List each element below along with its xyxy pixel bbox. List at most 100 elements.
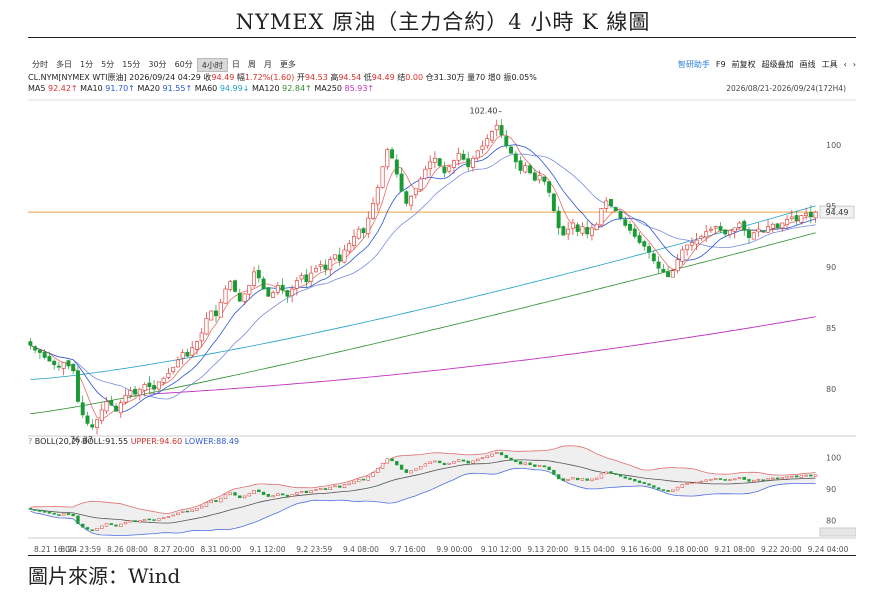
candle: [299, 272, 304, 283]
candle-body: [114, 405, 119, 412]
candle: [161, 376, 166, 386]
candle: [785, 215, 790, 230]
candle-body: [356, 228, 361, 239]
candle: [694, 233, 699, 250]
boll-candle: [147, 518, 152, 521]
candle-body: [318, 264, 323, 267]
candle-body: [466, 158, 471, 168]
candle-body: [294, 280, 299, 289]
candle-body: [513, 153, 518, 163]
candle-body: [332, 254, 337, 260]
ma-value-3: 94.99↓: [219, 84, 250, 93]
nav-left-icon[interactable]: ‹: [843, 60, 847, 69]
help-icon[interactable]: ?: [28, 437, 33, 446]
boll-candle: [604, 471, 608, 475]
candle-body: [99, 409, 104, 422]
boll-candle: [418, 466, 423, 470]
candle-body: [580, 226, 585, 234]
candle: [80, 395, 85, 419]
candle: [247, 285, 252, 300]
period-tab-10[interactable]: 月: [263, 60, 272, 69]
candle-body: [71, 364, 76, 372]
candle: [114, 402, 119, 412]
period-tab-1[interactable]: 多日: [56, 60, 72, 69]
x-tick-13: 9.16 16:00: [621, 545, 662, 554]
candle-body: [280, 284, 285, 291]
candle: [332, 254, 337, 262]
boll-candle: [647, 483, 651, 486]
boll-candle: [76, 515, 80, 524]
candle-body: [770, 223, 775, 229]
boll-candle: [780, 477, 784, 480]
boll-candle: [785, 476, 789, 479]
candle: [252, 266, 257, 288]
boll-candle: [157, 518, 161, 521]
tool-button-1[interactable]: F9: [715, 60, 726, 69]
candle-body: [323, 264, 328, 270]
period-tab-5[interactable]: 30分: [148, 60, 167, 69]
date-range: 2026/08/21-2026/09/24(172H4): [726, 84, 846, 93]
candle-body: [190, 347, 195, 356]
candle: [328, 256, 333, 276]
boll-candle: [675, 486, 680, 491]
period-tab-6[interactable]: 60分: [174, 60, 193, 69]
boll-candle: [119, 523, 123, 527]
period-tab-7[interactable]: 4小时: [196, 58, 228, 72]
candle-body: [585, 227, 590, 235]
boll-candle: [309, 490, 313, 493]
candle-body: [175, 359, 180, 368]
bottom-rule: [28, 555, 856, 556]
boll-candle: [152, 519, 156, 521]
boll-candle: [561, 478, 566, 482]
candle: [518, 156, 523, 175]
period-tab-0[interactable]: 分时: [32, 60, 48, 69]
settle-value: 0.00: [405, 73, 424, 82]
period-tab-11[interactable]: 更多: [279, 60, 296, 69]
boll-candle: [252, 490, 256, 495]
candle-body: [142, 384, 147, 391]
boll-candle: [333, 485, 337, 488]
boll-candle: [637, 480, 642, 483]
amp-value: 0.05%: [511, 73, 537, 82]
boll-candle: [642, 482, 646, 484]
tool-button-0[interactable]: 智研助手: [677, 60, 710, 69]
period-tab-2[interactable]: 1分: [80, 60, 94, 69]
boll-candle: [190, 509, 194, 512]
candle: [599, 207, 604, 227]
candle-body: [418, 178, 423, 190]
nav-right-icon[interactable]: ›: [852, 60, 856, 69]
tool-button-5[interactable]: 工具: [821, 60, 838, 69]
boll-candle: [81, 523, 85, 528]
candle: [371, 197, 375, 220]
tool-button-2[interactable]: 前复权: [731, 60, 756, 69]
candle: [42, 349, 47, 360]
candle: [770, 222, 775, 233]
boll-tick-80: 80: [826, 517, 836, 526]
candle-body: [766, 226, 770, 233]
tool-button-4[interactable]: 画线: [799, 60, 816, 69]
scrollbar-thumb[interactable]: [819, 527, 856, 537]
period-tab-3[interactable]: 5分: [101, 60, 115, 69]
boll-candle: [685, 483, 689, 485]
boll-candle: [209, 500, 213, 503]
period-tab-9[interactable]: 周: [247, 60, 256, 69]
period-tab-8[interactable]: 日: [231, 60, 240, 69]
candle-body: [261, 278, 266, 290]
candle: [185, 348, 190, 358]
candle-body: [542, 176, 547, 182]
boll-candle: [709, 478, 713, 481]
period-tab-4[interactable]: 15分: [122, 60, 141, 69]
boll-candle: [385, 458, 389, 464]
x-tick-12: 9.15 04:00: [574, 545, 615, 554]
boll-candle: [128, 520, 132, 523]
candle-body: [404, 191, 409, 204]
candle: [47, 351, 52, 362]
candle: [651, 250, 656, 264]
boll-candle: [38, 510, 42, 512]
boll-candle: [485, 455, 489, 459]
tool-button-3[interactable]: 超级叠加: [761, 60, 794, 69]
candle-body: [128, 390, 133, 396]
candle: [385, 147, 390, 170]
candle: [570, 218, 575, 235]
candle-body: [137, 388, 142, 396]
